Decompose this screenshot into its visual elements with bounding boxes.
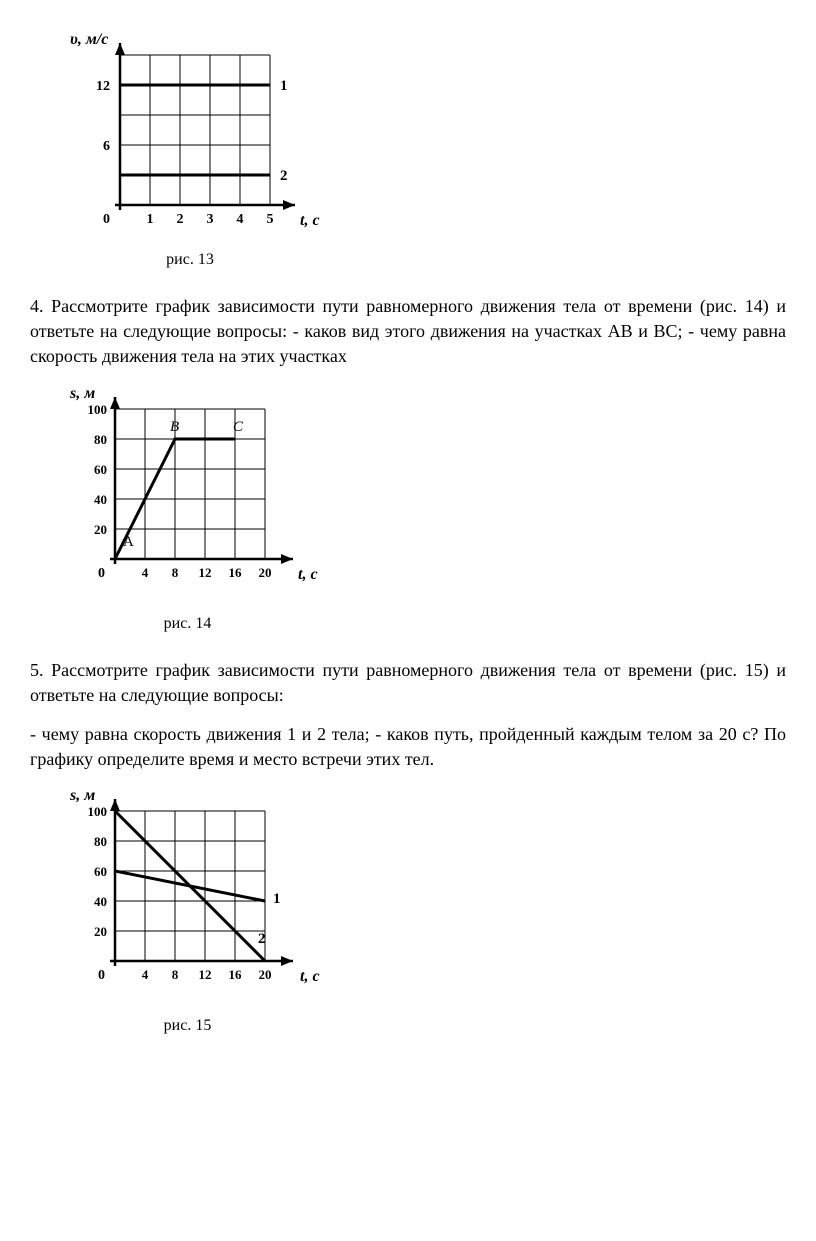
- xtick-4: 4: [142, 565, 149, 580]
- line1-label: 1: [280, 78, 288, 94]
- fig13-svg: υ, м/с 12: [60, 30, 320, 240]
- ytick-20: 20: [94, 522, 107, 537]
- xtick-4: 4: [237, 212, 244, 227]
- fig15-svg: s, м 1 2: [60, 786, 350, 1006]
- line1-label: 1: [273, 891, 281, 907]
- line2-label: 2: [258, 931, 266, 947]
- ytick-100: 100: [88, 804, 108, 819]
- xtick-4: 4: [142, 967, 149, 982]
- xtick-20: 20: [259, 967, 272, 982]
- y-axis-label: s, м: [69, 385, 95, 402]
- figure-13: υ, м/с 12: [60, 30, 786, 269]
- xtick-2: 2: [177, 212, 184, 227]
- figure-15: s, м 1 2: [60, 786, 786, 1035]
- xtick-5: 5: [267, 212, 274, 227]
- fig13-caption: рис. 13: [60, 251, 320, 269]
- problem-5a-text: 5. Рассмотрите график зависимости пути р…: [30, 658, 786, 708]
- ytick-100: 100: [88, 402, 108, 417]
- ytick-6: 6: [103, 139, 110, 154]
- xtick-16: 16: [229, 967, 243, 982]
- xtick-8: 8: [172, 565, 179, 580]
- ytick-12: 12: [96, 79, 110, 94]
- xtick-16: 16: [229, 565, 243, 580]
- figure-14: s, м A B C 100: [60, 384, 786, 633]
- y-axis-label: s, м: [69, 787, 95, 804]
- y-axis-label: υ, м/с: [70, 31, 108, 48]
- point-C: C: [233, 419, 244, 435]
- fig14-svg: s, м A B C 100: [60, 384, 340, 604]
- ytick-60: 60: [94, 864, 107, 879]
- problem-5b-text: - чему равна скорость движения 1 и 2 тел…: [30, 722, 786, 772]
- xtick-12: 12: [199, 565, 212, 580]
- x-axis-label: t, с: [300, 212, 320, 229]
- fig14-caption: рис. 14: [60, 615, 315, 633]
- origin: 0: [98, 968, 105, 983]
- xtick-20: 20: [259, 565, 272, 580]
- fig15-caption: рис. 15: [60, 1017, 315, 1035]
- point-B: B: [170, 419, 179, 435]
- xtick-12: 12: [199, 967, 212, 982]
- x-axis-label: t, с: [300, 968, 320, 985]
- ytick-20: 20: [94, 924, 107, 939]
- ytick-80: 80: [94, 432, 107, 447]
- line2-label: 2: [280, 168, 288, 184]
- x-axis-label: t, с: [298, 566, 318, 583]
- xtick-1: 1: [147, 212, 154, 227]
- problem-4-text: 4. Рассмотрите график зависимости пути р…: [30, 294, 786, 370]
- ytick-60: 60: [94, 462, 107, 477]
- xtick-8: 8: [172, 967, 179, 982]
- ytick-40: 40: [94, 894, 107, 909]
- point-A: A: [123, 534, 134, 550]
- origin: 0: [98, 566, 105, 581]
- ytick-80: 80: [94, 834, 107, 849]
- origin: 0: [103, 212, 110, 227]
- xtick-3: 3: [207, 212, 214, 227]
- ytick-40: 40: [94, 492, 107, 507]
